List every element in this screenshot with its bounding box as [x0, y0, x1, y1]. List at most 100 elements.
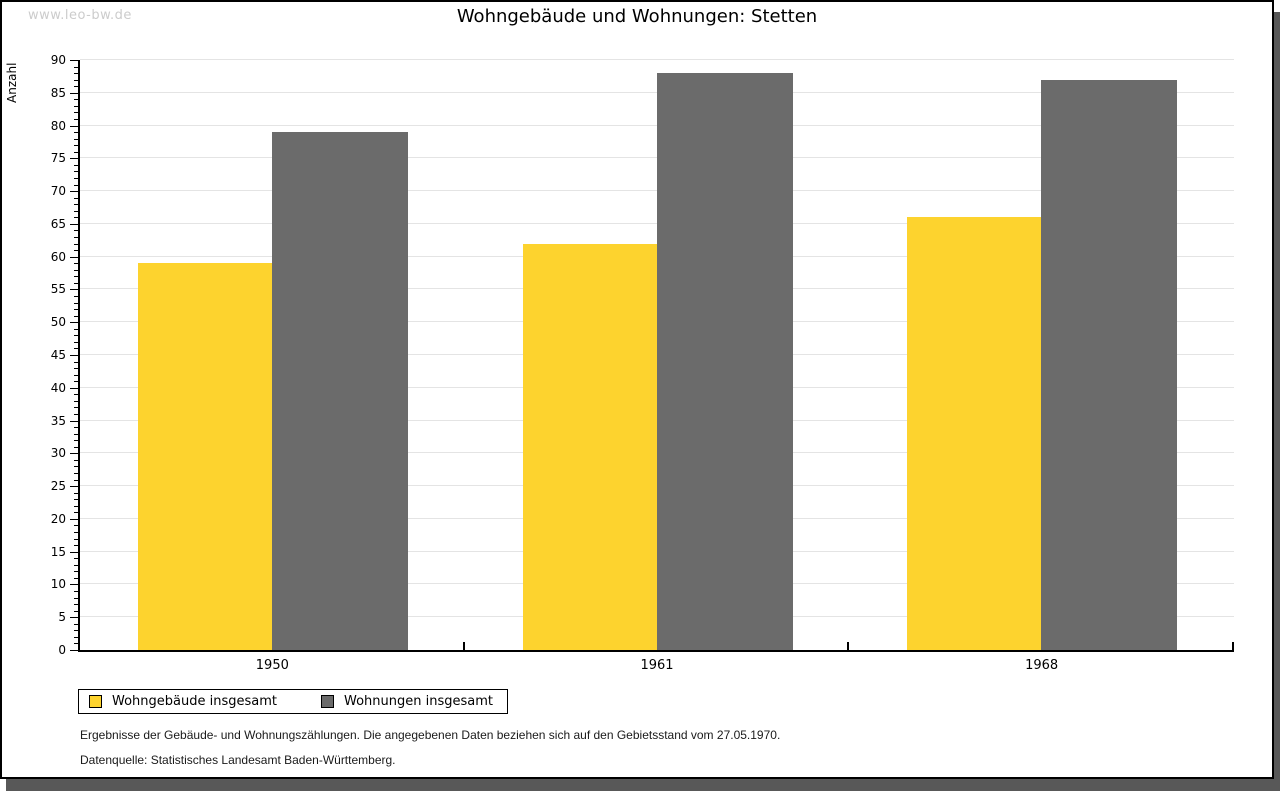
y-minor-tick-24: [74, 493, 78, 494]
legend-item-wohngebaeude: Wohngebäude insgesamt: [89, 694, 277, 709]
y-minor-tick-51: [74, 316, 78, 317]
bar-1968-series1: [1041, 80, 1177, 650]
y-tick-label-0: 0: [58, 643, 66, 657]
y-minor-tick-13: [74, 565, 78, 566]
legend: Wohngebäude insgesamt Wohnungen insgesam…: [78, 689, 508, 714]
y-tick-label-45: 45: [50, 348, 66, 362]
y-major-tick-75: [70, 158, 78, 159]
bar-1961-series0: [523, 244, 657, 650]
y-tick-label-15: 15: [50, 545, 66, 559]
y-minor-tick-32: [74, 440, 78, 441]
y-major-tick-45: [70, 355, 78, 356]
y-minor-tick-8: [74, 598, 78, 599]
y-minor-tick-83: [74, 106, 78, 107]
y-minor-tick-78: [74, 139, 78, 140]
y-minor-tick-34: [74, 427, 78, 428]
legend-label: Wohnungen insgesamt: [344, 694, 493, 709]
y-minor-tick-48: [74, 335, 78, 336]
y-major-tick-30: [70, 453, 78, 454]
y-minor-tick-16: [74, 545, 78, 546]
y-minor-tick-89: [74, 67, 78, 68]
y-major-tick-0: [70, 650, 78, 651]
bar-1950-series1: [272, 132, 408, 650]
y-minor-tick-61: [74, 250, 78, 251]
y-major-tick-65: [70, 224, 78, 225]
y-axis-title: Anzahl: [5, 62, 19, 104]
y-minor-tick-26: [74, 480, 78, 481]
y-major-tick-15: [70, 552, 78, 553]
y-tick-label-50: 50: [50, 315, 66, 329]
x-axis-tick-2: [847, 642, 849, 650]
y-minor-tick-67: [74, 211, 78, 212]
watermark: www.leo-bw.de: [28, 8, 132, 23]
x-axis-tick-1: [463, 642, 465, 650]
y-major-tick-70: [70, 191, 78, 192]
y-tick-label-30: 30: [50, 446, 66, 460]
y-minor-tick-29: [74, 460, 78, 461]
gridline-y-90: [80, 59, 1234, 60]
y-minor-tick-54: [74, 296, 78, 297]
y-minor-tick-49: [74, 329, 78, 330]
y-tick-label-55: 55: [50, 282, 66, 296]
legend-swatch-wohngebaeude: [89, 695, 102, 708]
y-minor-tick-18: [74, 532, 78, 533]
x-category-label-1968: 1968: [1025, 658, 1059, 673]
y-minor-tick-86: [74, 86, 78, 87]
footnote-datenquelle: Datenquelle: Statistisches Landesamt Bad…: [80, 753, 396, 767]
y-minor-tick-64: [74, 230, 78, 231]
y-minor-tick-81: [74, 119, 78, 120]
y-minor-tick-3: [74, 630, 78, 631]
y-minor-tick-74: [74, 165, 78, 166]
y-minor-tick-21: [74, 512, 78, 513]
y-minor-tick-43: [74, 368, 78, 369]
y-minor-tick-52: [74, 309, 78, 310]
y-minor-tick-53: [74, 303, 78, 304]
y-tick-label-60: 60: [50, 250, 66, 264]
y-minor-tick-27: [74, 473, 78, 474]
y-minor-tick-28: [74, 466, 78, 467]
y-major-tick-10: [70, 584, 78, 585]
y-major-tick-55: [70, 289, 78, 290]
y-minor-tick-69: [74, 198, 78, 199]
y-minor-tick-58: [74, 270, 78, 271]
y-minor-tick-36: [74, 414, 78, 415]
y-major-tick-50: [70, 322, 78, 323]
legend-item-wohnungen: Wohnungen insgesamt: [321, 694, 493, 709]
y-minor-tick-7: [74, 604, 78, 605]
y-minor-tick-39: [74, 394, 78, 395]
legend-label: Wohngebäude insgesamt: [112, 694, 277, 709]
y-minor-tick-73: [74, 171, 78, 172]
y-tick-label-5: 5: [58, 610, 66, 624]
y-tick-label-85: 85: [50, 86, 66, 100]
y-minor-tick-42: [74, 375, 78, 376]
y-minor-tick-22: [74, 506, 78, 507]
y-minor-tick-82: [74, 112, 78, 113]
y-minor-tick-12: [74, 571, 78, 572]
y-major-tick-25: [70, 486, 78, 487]
y-tick-label-40: 40: [50, 381, 66, 395]
y-minor-tick-77: [74, 145, 78, 146]
y-major-tick-20: [70, 519, 78, 520]
y-minor-tick-84: [74, 99, 78, 100]
y-tick-label-20: 20: [50, 512, 66, 526]
y-minor-tick-66: [74, 217, 78, 218]
y-tick-label-65: 65: [50, 217, 66, 231]
chart-title: Wohngebäude und Wohnungen: Stetten: [456, 6, 818, 27]
y-minor-tick-17: [74, 539, 78, 540]
y-tick-label-25: 25: [50, 479, 66, 493]
y-major-tick-60: [70, 257, 78, 258]
y-minor-tick-46: [74, 348, 78, 349]
y-minor-tick-37: [74, 407, 78, 408]
y-minor-tick-68: [74, 204, 78, 205]
bar-1968-series0: [907, 217, 1041, 650]
x-axis-tick-3: [1232, 642, 1234, 650]
y-minor-tick-9: [74, 591, 78, 592]
footnote-gebietsstand: Ergebnisse der Gebäude- und Wohnungszähl…: [80, 728, 781, 742]
x-category-label-1961: 1961: [640, 658, 674, 673]
y-minor-tick-14: [74, 558, 78, 559]
bar-1961-series1: [657, 73, 793, 650]
y-minor-tick-11: [74, 578, 78, 579]
y-minor-tick-57: [74, 276, 78, 277]
y-minor-tick-2: [74, 637, 78, 638]
